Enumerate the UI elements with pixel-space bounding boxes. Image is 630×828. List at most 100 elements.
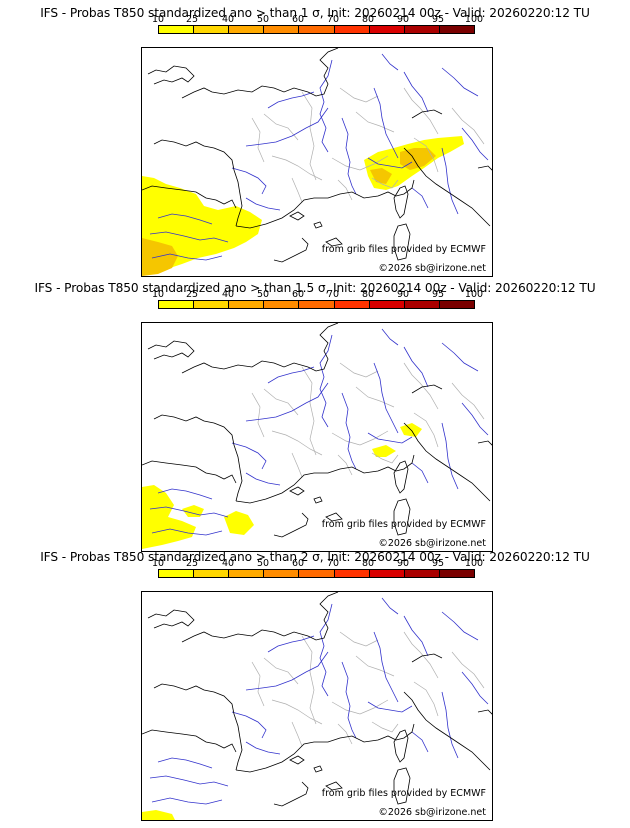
admin-border xyxy=(291,721,303,747)
colorbar-swatch xyxy=(369,301,405,308)
river xyxy=(367,157,413,169)
river xyxy=(341,661,357,739)
admin-border xyxy=(371,452,399,464)
colorbar-swatch xyxy=(159,26,195,33)
panel-title: IFS - Probas T850 standardized ano > tha… xyxy=(40,6,590,20)
forecast-panel-3: IFS - Probas T850 standardized ano > tha… xyxy=(0,544,630,821)
probability-area xyxy=(400,148,436,170)
river xyxy=(151,797,223,805)
admin-border xyxy=(263,657,299,685)
colorbar xyxy=(158,25,475,34)
colorbar-swatch xyxy=(264,26,300,33)
colorbar-tick-label: 95 xyxy=(431,558,445,569)
river xyxy=(149,775,229,787)
admin-border xyxy=(413,681,439,717)
colorbar-tick-label: 40 xyxy=(221,14,235,25)
forecast-panel-2: IFS - Probas T850 standardized ano > tha… xyxy=(0,275,630,552)
admin-border xyxy=(337,454,353,476)
colorbar-swatch xyxy=(229,570,265,577)
river xyxy=(373,631,399,703)
colorbar-swatch xyxy=(299,301,335,308)
river xyxy=(373,362,399,434)
coastline xyxy=(235,191,397,229)
island-outline xyxy=(393,460,409,494)
map-area: from grib files provided by ECMWF ©2026 … xyxy=(141,47,493,277)
river xyxy=(245,651,329,691)
admin-border xyxy=(339,631,379,647)
admin-border xyxy=(339,362,379,378)
river xyxy=(151,528,223,536)
admin-border xyxy=(291,452,303,478)
river xyxy=(149,506,229,518)
admin-border xyxy=(331,155,389,171)
colorbar-tick-label: 95 xyxy=(431,14,445,25)
island-outline xyxy=(313,765,323,773)
coastline xyxy=(273,237,309,263)
colorbar-swatch xyxy=(369,570,405,577)
river xyxy=(367,432,413,444)
river xyxy=(341,392,357,470)
admin-border xyxy=(371,177,399,189)
coastline xyxy=(403,422,491,502)
map-svg xyxy=(142,323,492,549)
admin-border xyxy=(451,107,485,145)
admin-border xyxy=(403,631,439,679)
colorbar-tick-label: 100 xyxy=(464,558,484,569)
river xyxy=(245,197,281,211)
island-outline xyxy=(325,512,343,522)
river xyxy=(319,59,333,153)
river xyxy=(367,701,413,713)
admin-border xyxy=(337,179,353,201)
coastline xyxy=(477,709,492,715)
river xyxy=(381,328,399,346)
river xyxy=(319,603,333,697)
river xyxy=(157,488,213,500)
colorbar-tick-label: 90 xyxy=(396,558,410,569)
colorbar-swatch xyxy=(439,570,474,577)
admin-border xyxy=(301,91,317,181)
river xyxy=(461,402,489,436)
colorbar-tick-label: 70 xyxy=(326,558,340,569)
admin-border xyxy=(371,721,399,733)
river xyxy=(245,741,281,755)
colorbar-swatch xyxy=(264,570,300,577)
colorbar-tick-label: 100 xyxy=(464,289,484,300)
island-outline xyxy=(393,767,411,805)
admin-border xyxy=(271,699,323,725)
coastline xyxy=(147,340,195,360)
river xyxy=(441,611,479,641)
river xyxy=(381,53,399,71)
colorbar-swatch xyxy=(194,301,230,308)
colorbar-tick-label: 25 xyxy=(185,558,199,569)
island-outline xyxy=(393,185,409,219)
admin-border xyxy=(403,362,439,410)
probability-area xyxy=(182,505,204,517)
coastline xyxy=(153,139,243,227)
river xyxy=(231,711,267,739)
river xyxy=(231,167,267,195)
river xyxy=(441,67,479,97)
ecmwf-credit: from grib files provided by ECMWF xyxy=(321,244,486,255)
colorbar-ticks: 10 25 40 50 60 70 80 90 95 100 xyxy=(140,14,490,26)
coastline xyxy=(235,466,397,504)
river xyxy=(231,442,267,470)
coastline xyxy=(395,454,415,472)
river xyxy=(319,334,333,428)
copyright-credit: ©2026 sb@irizone.net xyxy=(378,263,486,274)
admin-border xyxy=(263,113,299,141)
colorbar-swatch xyxy=(229,26,265,33)
probability-area xyxy=(142,485,196,549)
island-outline xyxy=(393,729,409,763)
island-outline xyxy=(289,755,305,765)
river xyxy=(461,671,489,705)
admin-border xyxy=(355,655,395,677)
map-area: from grib files provided by ECMWF ©2026 … xyxy=(141,591,493,821)
colorbar-swatch xyxy=(334,26,370,33)
river xyxy=(245,472,281,486)
colorbar-tick-label: 90 xyxy=(396,14,410,25)
coastline xyxy=(395,723,415,741)
coastline xyxy=(142,460,237,484)
colorbar-tick-label: 50 xyxy=(256,558,270,569)
colorbar-tick-label: 60 xyxy=(291,558,305,569)
colorbar-tick-label: 25 xyxy=(185,289,199,300)
